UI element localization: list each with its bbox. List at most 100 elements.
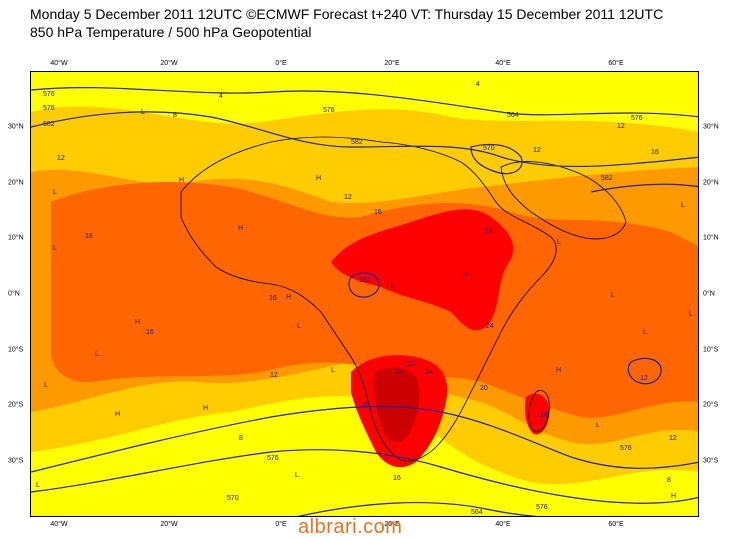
geopotential-label-group: 576 576 582 576 582 570 564 576 582 576 … [43,91,643,516]
geopotential-label: 564 [471,509,483,516]
temperature-label: 16 [269,295,277,302]
geopotential-label: 576 [631,115,643,122]
temperature-label-group: 12 8 4 4 16 16 12 16 12 24 24 16 12 12 2… [57,81,677,484]
temperature-label: 24 [486,323,494,330]
lat-label-right-30s: 30°S [703,457,719,465]
forecast-subtitle: 850 hPa Temperature / 500 hPa Geopotenti… [30,24,312,40]
contour-582-north [31,111,698,168]
temperature-label: 12 [533,147,541,154]
geopotential-label: 582 [601,175,613,182]
geopotential-label: 576 [536,504,548,511]
lon-label-top-60e: 60°E [608,60,624,67]
geopotential-label: 576 [267,455,279,462]
lat-label-right-30n: 30°N [703,123,719,131]
temperature-label: 8 [239,435,243,442]
pressure-marker: H [238,225,243,232]
pressure-marker: H [463,272,468,279]
pressure-marker: H [316,175,321,182]
temperature-label: 16 [85,233,93,240]
pressure-marker: H [203,405,208,412]
pressure-marker: L [53,189,57,196]
pressure-marker: L [331,367,335,374]
temperature-label: 24 [395,369,403,376]
pressure-marker: L [141,109,145,116]
coastline-africa [180,136,557,462]
pressure-marker: H [556,367,561,374]
temperature-label: 24 [485,228,493,235]
pressure-marker: L [689,311,693,318]
temperature-label: 12 [640,375,648,382]
contour-576-south [31,405,698,473]
temperature-label: 8 [173,112,177,119]
pressure-marker: L [44,382,48,389]
pressure-marker: L [557,239,561,246]
geopotential-label: 576 [620,445,632,452]
pressure-marker: L [643,329,647,336]
forecast-title: Monday 5 December 2011 12UTC ©ECMWF Fore… [30,6,664,22]
lat-label-right-10s: 10°S [703,346,719,354]
pressure-marker: L [681,202,685,209]
pressure-marker: H [179,177,184,184]
pressure-marker: H [286,294,291,301]
lat-label-left-0n: 0°N [8,290,20,298]
contour-582-madagascar [627,357,662,385]
temperature-label: 12 [344,194,352,201]
lon-label-bottom-0e: 0°E [275,521,287,528]
geopotential-contours [31,87,698,516]
lon-label-top-20w: 20°W [160,60,178,67]
lon-label-bottom-60e: 60°E [608,521,624,528]
lat-label-right-0n: 0°N [703,290,715,298]
lat-label-left-30s: 30°S [8,457,24,465]
temperature-label: 8 [667,477,671,484]
lat-label-right-20s: 20°S [703,401,719,409]
lat-label-left-20s: 20°S [8,401,24,409]
lon-label-bottom-40w: 40°W [50,521,68,528]
geopotential-label: 582 [359,277,371,284]
temperature-label: 24 [540,412,548,419]
lon-label-bottom-40e: 40°E [495,521,511,528]
pressure-marker: L [391,283,395,290]
temperature-label: 12 [270,372,278,379]
temperature-field-svg: 576 576 582 576 582 570 564 576 582 576 … [31,72,698,516]
temperature-label: 16 [146,329,154,336]
pressure-marker: H [115,411,120,418]
temperature-label: 16 [374,209,382,216]
temp-band-dark-red-core [373,367,420,443]
contour-570-arabia [470,143,523,175]
temp-band-red-north [331,209,514,331]
pressure-marker: H [135,319,140,326]
pressure-marker: L [611,292,615,299]
contour-570-south [31,449,698,504]
lon-label-top-40e: 40°E [495,60,511,67]
contour-582-east [590,183,698,193]
pressure-marker: L [95,351,99,358]
geopotential-label: 570 [483,145,495,152]
pressure-marker: L [36,482,40,489]
lon-label-bottom-20e: 20°E [384,521,400,528]
temperature-label: 16 [393,475,401,482]
lat-label-right-10n: 10°N [703,234,719,242]
lon-label-top-0e: 0°E [275,60,287,67]
temperature-label: 12 [57,155,65,162]
pressure-marker: H [671,493,676,500]
lon-label-bottom-20w: 20°W [160,521,178,528]
lon-label-top-40w: 40°W [50,60,68,67]
temperature-label: 12 [669,435,677,442]
pressure-marker-group: L H H L H L H H L L H H L L L H H L L L … [36,109,693,500]
weather-map: 576 576 582 576 582 570 564 576 582 576 … [30,71,699,517]
temperature-label: 20 [480,385,488,392]
temp-band-red-east [524,393,550,435]
geopotential-label: 576 [323,107,335,114]
coastline-madagascar [528,390,550,432]
temperature-label: 16 [651,149,659,156]
geopotential-label: 576 [43,91,55,98]
geopotential-label: 582 [43,121,55,128]
temperature-label: 4 [219,93,223,100]
lat-label-left-30n: 30°N [8,123,24,131]
lon-label-top-20e: 20°E [384,60,400,67]
geopotential-label: 576 [43,105,55,112]
pressure-marker: L [297,323,301,330]
temp-band-dark-orange [51,182,698,418]
geopotential-label: 570 [227,495,239,502]
pressure-marker: L [596,422,600,429]
